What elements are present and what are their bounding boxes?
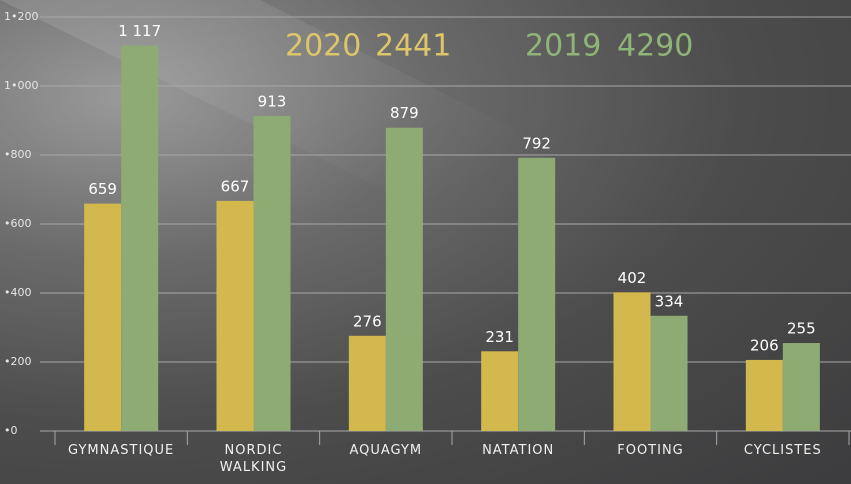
y-tick-label: 1•200 [4,10,38,23]
y-tick-label: •600 [4,217,31,230]
bar [782,343,820,431]
bar [518,157,556,431]
bar [481,351,519,431]
bar [613,292,651,431]
y-tick-label: •200 [4,355,31,368]
x-tick-label: FOOTING [617,443,684,458]
bar [385,127,423,432]
legend-total: 4290 [617,29,693,64]
bar [216,200,254,431]
bar [84,203,122,431]
y-tick-label: 1•000 [4,79,38,92]
data-label: 913 [258,93,287,111]
y-tick-label: •400 [4,286,31,299]
y-tick-label: •800 [4,148,31,161]
x-tick-label: NORDIC WALKING [219,443,288,475]
x-tick-label: AQUAGYM [349,443,423,458]
data-label: 667 [221,177,250,195]
x-tick-label: GYMNASTIQUE [68,443,175,458]
legend-name: 2020 [285,29,361,64]
bar [348,335,386,431]
data-label: 879 [390,104,419,122]
x-tick-label: NATATION [482,443,555,458]
data-label: 231 [485,328,514,346]
bar [121,45,159,431]
data-label: 255 [787,320,816,338]
legend-name: 2019 [525,29,601,64]
y-tick-label: •0 [4,424,18,437]
data-label: 402 [618,269,647,287]
bar [650,315,688,431]
bar [253,116,291,431]
data-label: 1 117 [118,22,161,40]
data-label: 276 [353,312,382,330]
data-label: 334 [655,292,684,310]
bar [745,359,783,431]
data-label: 206 [750,336,779,354]
data-label: 792 [522,134,551,152]
data-label: 659 [88,180,117,198]
legend-total: 2441 [375,29,451,64]
x-tick-label: CYCLISTES [743,443,822,458]
